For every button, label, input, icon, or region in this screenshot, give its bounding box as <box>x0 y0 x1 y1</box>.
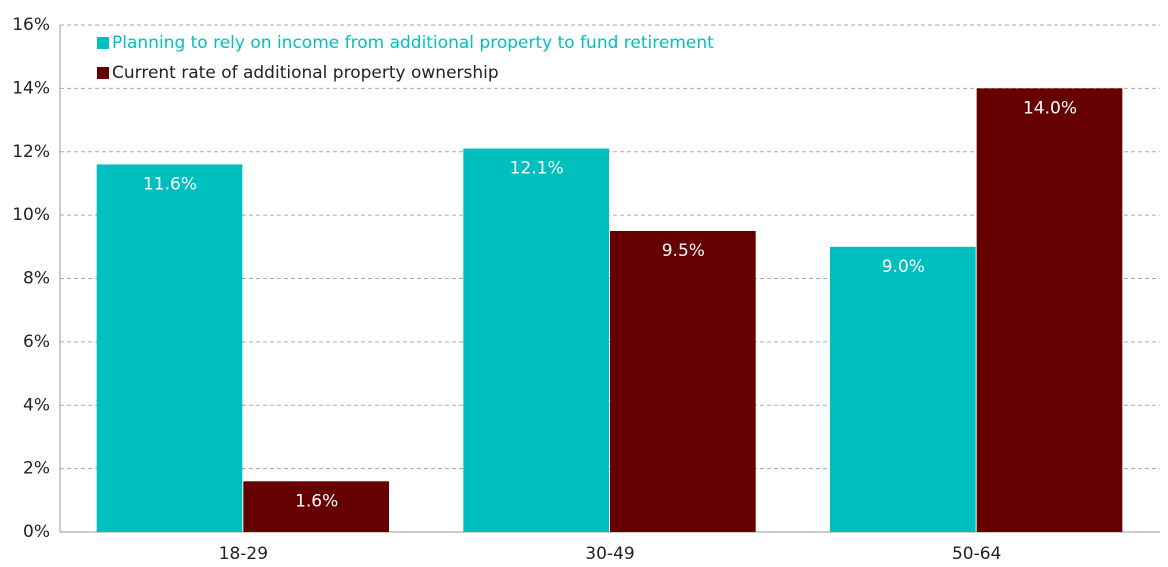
legend-swatch <box>97 37 109 49</box>
value-label: 1.6% <box>295 491 338 511</box>
x-tick-label: 18-29 <box>219 544 268 564</box>
y-tick-label: 2% <box>23 459 50 479</box>
bar <box>976 88 1123 532</box>
y-tick-label: 4% <box>23 395 50 415</box>
bar <box>243 481 389 532</box>
bar <box>830 246 976 532</box>
bar <box>463 148 609 533</box>
legend-label: Planning to rely on income from addition… <box>112 33 714 53</box>
x-tick-label: 50-64 <box>952 544 1001 564</box>
y-tick-label: 10% <box>12 205 50 225</box>
y-tick-label: 12% <box>12 142 50 162</box>
bar <box>610 230 756 532</box>
value-label: 12.1% <box>510 159 564 179</box>
x-tick-label: 30-49 <box>585 544 634 564</box>
legend-label: Current rate of additional property owne… <box>112 63 499 83</box>
y-tick-label: 14% <box>12 78 50 98</box>
legend-swatch <box>97 67 109 79</box>
y-tick-label: 16% <box>12 15 50 35</box>
bar <box>96 164 243 533</box>
y-tick-label: 6% <box>23 332 50 352</box>
y-tick-label: 0% <box>23 522 50 542</box>
value-label: 11.6% <box>143 174 197 194</box>
y-tick-label: 8% <box>23 269 50 289</box>
value-label: 14.0% <box>1023 98 1077 118</box>
value-label: 9.0% <box>882 257 925 277</box>
value-label: 9.5% <box>662 241 705 261</box>
